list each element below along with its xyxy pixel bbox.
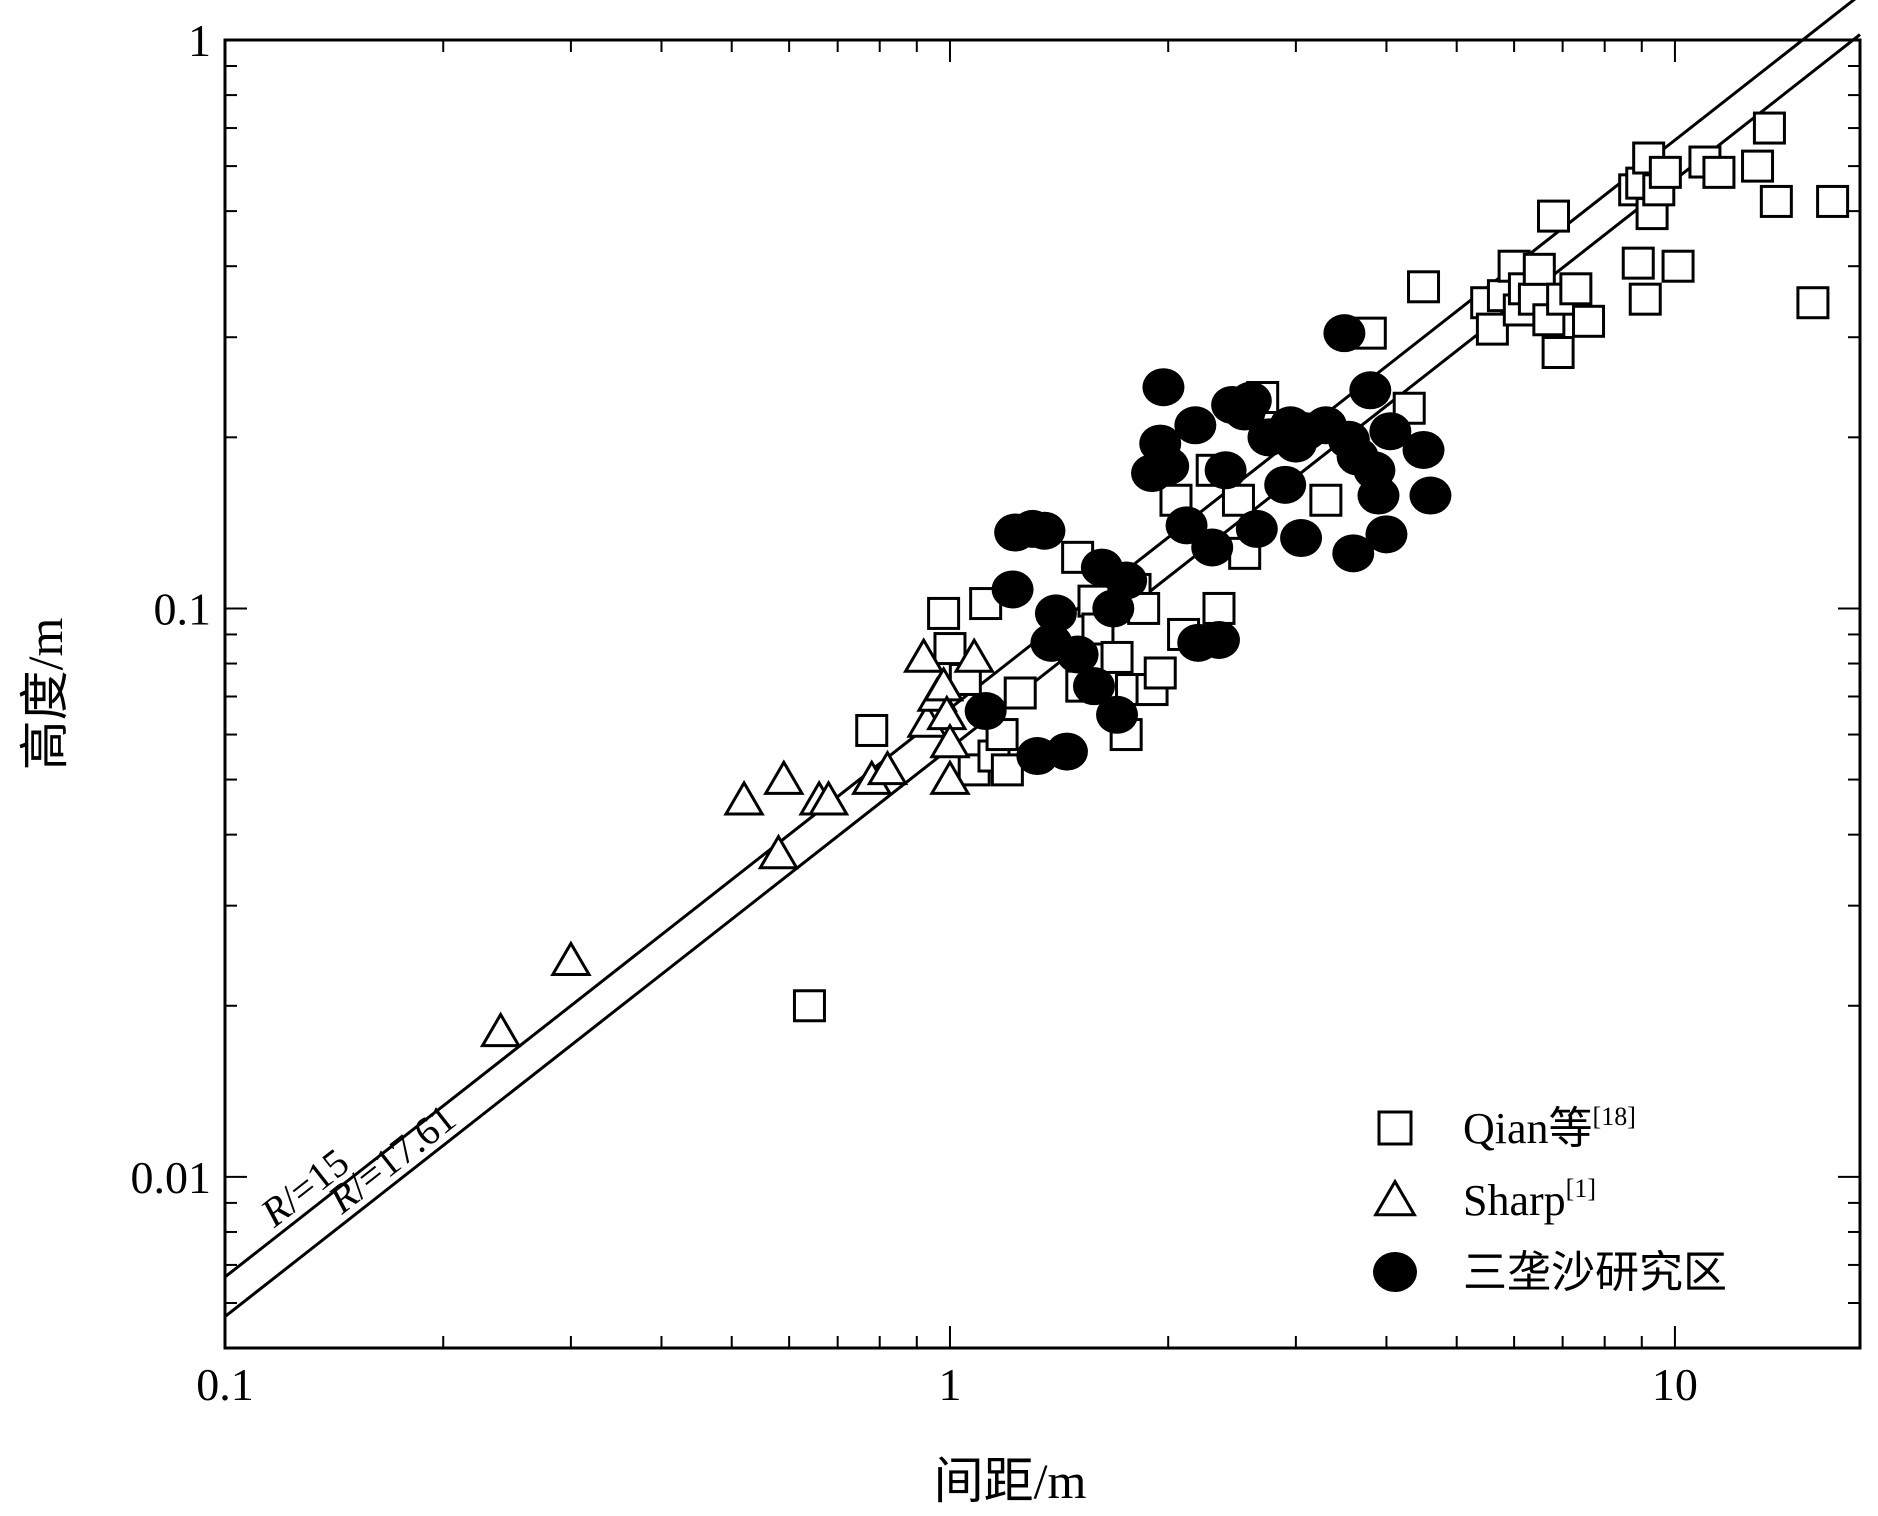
circle-point	[1369, 412, 1412, 451]
circle-point	[1280, 519, 1323, 558]
square-point	[1143, 656, 1177, 690]
legend-label: Qian等[18]	[1463, 1102, 1636, 1153]
circle-point	[1197, 620, 1240, 659]
square-point	[1648, 155, 1682, 189]
square-point	[1202, 591, 1236, 625]
square-point	[1003, 676, 1037, 710]
legend-marker-square	[1377, 1110, 1413, 1146]
ref-label-value: =17.61	[348, 1095, 464, 1200]
circle-point	[1191, 528, 1234, 567]
y-tick-label: 1	[188, 15, 211, 66]
square-point	[1221, 483, 1255, 517]
legend-label-ref: [18]	[1593, 1102, 1636, 1131]
y-tick-label: 0.01	[131, 1152, 212, 1203]
triangle-point	[866, 749, 909, 786]
series-triangle	[479, 637, 995, 1048]
triangle-point	[550, 940, 592, 977]
circle-point	[1174, 406, 1217, 445]
circle-point	[991, 570, 1034, 609]
series-circle	[964, 314, 1452, 776]
x-tick-label: 0.1	[196, 1359, 254, 1410]
legend-label-name: 三垄沙研究区	[1463, 1248, 1727, 1297]
circle-point	[1235, 509, 1278, 548]
circle-point	[1349, 371, 1392, 410]
circle-point	[1402, 430, 1445, 469]
square-point	[1661, 249, 1695, 283]
legend-label: 三垄沙研究区	[1463, 1248, 1727, 1297]
triangle-point	[929, 722, 971, 759]
circle-point	[1096, 695, 1139, 734]
data-points	[479, 111, 1850, 1048]
circle-point	[1409, 476, 1452, 515]
square-point	[792, 989, 826, 1023]
x-tick-label: 1	[938, 1359, 961, 1410]
square-point	[1100, 640, 1134, 674]
square-point	[933, 632, 967, 666]
circle-point	[1147, 447, 1190, 486]
square-point	[1816, 184, 1850, 218]
square-point	[1475, 312, 1509, 346]
circle-point	[964, 692, 1007, 731]
legend-label-name: Qian等	[1463, 1104, 1593, 1153]
reference-line	[224, 33, 1861, 1318]
triangle-point	[953, 637, 995, 673]
square-point	[1541, 336, 1575, 370]
square-point	[1309, 483, 1343, 517]
triangle-point	[807, 779, 850, 816]
legend-label-ref: [1]	[1566, 1174, 1596, 1203]
circle-point	[1204, 451, 1247, 490]
circle-point	[1034, 594, 1077, 633]
square-point	[855, 713, 889, 747]
legend-label: Sharp[1]	[1463, 1174, 1596, 1225]
legend-label-name: Sharp	[1463, 1176, 1566, 1225]
square-point	[1407, 270, 1441, 304]
triangle-point	[479, 1011, 522, 1048]
triangle-point	[902, 637, 945, 673]
triangle-point	[763, 759, 805, 795]
square-point	[1621, 246, 1655, 280]
square-point	[1752, 111, 1786, 145]
circle-point	[1105, 561, 1148, 600]
triangle-point	[922, 665, 965, 702]
triangle-point	[757, 833, 800, 870]
circle-point	[1072, 667, 1115, 706]
legend-marker-triangle	[1373, 1178, 1417, 1217]
square-point	[1572, 304, 1606, 338]
tick-layer	[224, 39, 1860, 1349]
circle-point	[1142, 368, 1185, 407]
circle-point	[1365, 515, 1408, 554]
y-tick-label: 0.1	[154, 583, 212, 634]
plot-frame	[223, 38, 1862, 1350]
circle-point	[1357, 476, 1400, 515]
series-square	[792, 111, 1850, 1023]
square-point	[1559, 272, 1593, 306]
square-point	[1741, 149, 1775, 183]
circle-point	[1229, 381, 1272, 420]
y-axis-title: 高度/m	[17, 618, 73, 771]
x-axis-title: 间距/m	[934, 1453, 1087, 1509]
square-point	[1796, 286, 1830, 320]
legend: Qian等[18] Sharp[1] 三垄沙研究区	[1373, 1102, 1727, 1297]
square-point	[927, 596, 961, 630]
circle-point	[1045, 732, 1088, 771]
triangle-point	[929, 759, 971, 795]
square-point	[1522, 252, 1556, 286]
tick-labels: 0.1 1 10 0.01 0.1 1	[131, 15, 1698, 1410]
x-tick-label: 10	[1652, 1359, 1698, 1410]
square-point	[1537, 199, 1571, 233]
circle-point	[1323, 314, 1366, 353]
circle-point	[1056, 635, 1099, 674]
circle-point	[1332, 534, 1375, 573]
circle-point	[1264, 465, 1307, 504]
legend-marker-circle	[1373, 1252, 1417, 1292]
square-point	[1702, 155, 1736, 189]
square-point	[1628, 282, 1662, 316]
square-point	[1759, 184, 1793, 218]
circle-point	[1023, 511, 1066, 550]
triangle-point	[723, 779, 765, 816]
